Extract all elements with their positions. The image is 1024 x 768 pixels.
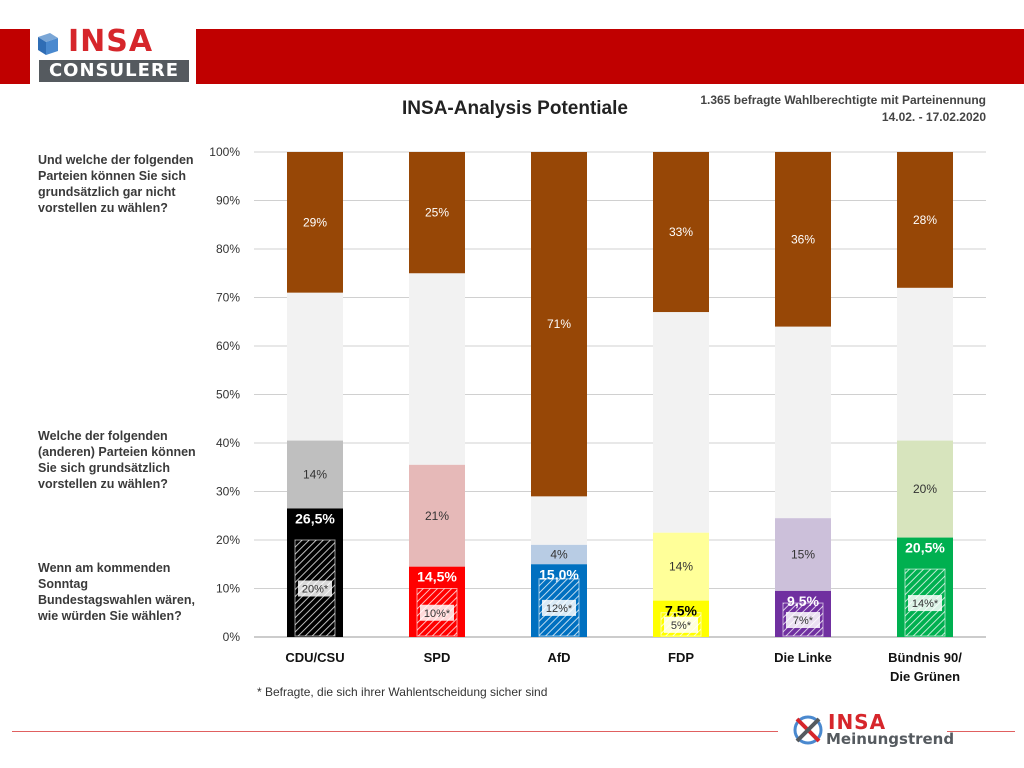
vote-data-label: 15,0% bbox=[539, 566, 579, 582]
y-tick-label: 0% bbox=[223, 630, 241, 644]
vote-data-label: 9,5% bbox=[787, 593, 819, 609]
y-tick-label: 40% bbox=[216, 436, 240, 450]
vote-data-label: 20,5% bbox=[905, 540, 945, 556]
reject-data-label: 29% bbox=[303, 215, 327, 229]
potential-data-label: 20% bbox=[913, 482, 937, 496]
vote-data-label: 7,5% bbox=[665, 603, 697, 619]
chart-title: INSA-Analysis Potentiale bbox=[402, 98, 628, 119]
sure-data-label: 7%* bbox=[793, 615, 814, 627]
bar-neutral-segment bbox=[287, 292, 343, 441]
insa-x-icon bbox=[793, 715, 823, 745]
x-category-label: SPD bbox=[424, 650, 451, 665]
bar-reject-segment bbox=[897, 152, 953, 288]
sure-data-label: 14%* bbox=[912, 598, 939, 610]
potential-data-label: 14% bbox=[303, 468, 327, 482]
question-reject: Und welche der folgenden Parteien können… bbox=[38, 153, 194, 215]
bar-potential-segment bbox=[409, 464, 465, 567]
y-tick-label: 30% bbox=[216, 485, 240, 499]
logo-consulere-text: CONSULERE bbox=[39, 60, 189, 82]
x-category-label: FDP bbox=[668, 650, 694, 665]
sure-label-box bbox=[786, 612, 820, 629]
insa-consulere-logo: INSA CONSULERE bbox=[30, 27, 196, 85]
x-category-label: Die Grünen bbox=[890, 669, 960, 684]
sure-label-box bbox=[298, 580, 332, 597]
reject-data-label: 71% bbox=[547, 317, 571, 331]
bar-potential-segment bbox=[531, 544, 587, 565]
vote-data-label: 26,5% bbox=[295, 510, 335, 526]
insa-meinungstrend-logo: INSA Meinungstrend bbox=[790, 710, 954, 750]
x-category-label: CDU/CSU bbox=[285, 650, 344, 665]
bar-reject-segment bbox=[287, 152, 343, 293]
y-tick-label: 100% bbox=[209, 145, 240, 159]
sure-data-label: 12%* bbox=[546, 603, 573, 615]
bar-reject-segment bbox=[531, 152, 587, 497]
bar-reject-segment bbox=[409, 152, 465, 274]
footer-logo-subtitle: Meinungstrend bbox=[826, 730, 955, 748]
source-info: 1.365 befragte Wahlberechtigte mit Parte… bbox=[620, 92, 986, 126]
source-dates: 14.02. - 17.02.2020 bbox=[881, 110, 986, 124]
x-category-label: Bündnis 90/ bbox=[888, 650, 962, 665]
bar-neutral-segment bbox=[531, 496, 587, 545]
reject-data-label: 36% bbox=[791, 232, 815, 246]
sure-data-label: 5%* bbox=[671, 620, 692, 632]
bar-potential-segment bbox=[287, 440, 343, 509]
sure-label-box bbox=[908, 595, 942, 612]
y-tick-label: 80% bbox=[216, 242, 240, 256]
bar-potential-segment bbox=[653, 532, 709, 601]
y-tick-label: 50% bbox=[216, 388, 240, 402]
question-vote: Wenn am kommenden Sonntag Bundestagswahl… bbox=[38, 561, 195, 623]
bar-neutral-segment bbox=[775, 326, 831, 519]
sure-data-label: 10%* bbox=[424, 608, 451, 620]
sure-label-box bbox=[420, 604, 454, 621]
bar-reject-segment bbox=[653, 152, 709, 313]
x-category-label: AfD bbox=[547, 650, 570, 665]
sure-label-box bbox=[542, 599, 576, 616]
reject-data-label: 28% bbox=[913, 213, 937, 227]
bar-reject-segment bbox=[775, 152, 831, 327]
footer-divider-right bbox=[947, 731, 1015, 732]
potential-data-label: 14% bbox=[669, 560, 693, 574]
sure-data-label: 20%* bbox=[302, 584, 329, 596]
y-tick-label: 70% bbox=[216, 291, 240, 305]
question-potential: Welche der folgenden (anderen) Parteien … bbox=[38, 429, 196, 491]
footer-logo-insa-text: INSA bbox=[828, 710, 887, 734]
bar-neutral-segment bbox=[409, 273, 465, 465]
sure-label-box bbox=[664, 616, 698, 633]
vote-data-label: 14,5% bbox=[417, 569, 457, 585]
y-tick-label: 10% bbox=[216, 582, 240, 596]
bar-potential-segment bbox=[897, 440, 953, 538]
y-tick-label: 20% bbox=[216, 533, 240, 547]
y-tick-label: 90% bbox=[216, 194, 240, 208]
logo-insa-text: INSA bbox=[68, 24, 154, 59]
footer-divider-left bbox=[12, 731, 778, 732]
source-sample: 1.365 befragte Wahlberechtigte mit Parte… bbox=[700, 93, 986, 107]
bar-potential-segment bbox=[775, 518, 831, 591]
x-category-label: Die Linke bbox=[774, 650, 832, 665]
cube-icon bbox=[38, 33, 58, 55]
y-tick-label: 60% bbox=[216, 339, 240, 353]
bar-neutral-segment bbox=[897, 287, 953, 441]
footnote: * Befragte, die sich ihrer Wahlentscheid… bbox=[257, 685, 548, 699]
potential-data-label: 15% bbox=[791, 548, 815, 562]
bar-neutral-segment bbox=[653, 312, 709, 533]
reject-data-label: 25% bbox=[425, 206, 449, 220]
potential-data-label: 21% bbox=[425, 509, 449, 523]
potential-data-label: 4% bbox=[550, 548, 568, 562]
reject-data-label: 33% bbox=[669, 225, 693, 239]
